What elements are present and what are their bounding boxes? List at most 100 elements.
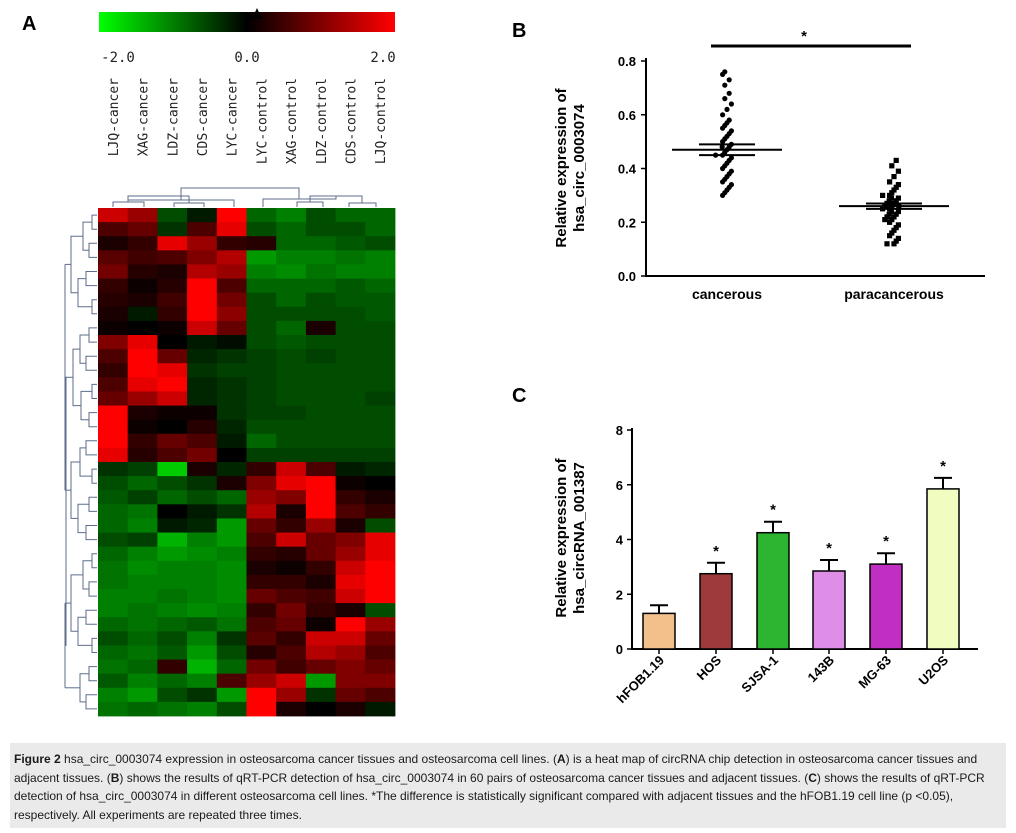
heatmap-cell: [305, 504, 336, 519]
heatmap-cell: [305, 320, 336, 336]
data-point: [720, 165, 726, 172]
heatmap-cell: [216, 589, 247, 604]
data-point: [893, 184, 899, 190]
heatmap-cell: [187, 462, 218, 477]
heatmap-cell: [305, 349, 336, 364]
heatmap-cell: [187, 476, 218, 491]
heatmap-cell: [246, 250, 277, 265]
heatmap-cell: [157, 603, 188, 618]
heatmap-cell: [365, 645, 396, 660]
heatmap-cell: [98, 236, 129, 251]
heatmap-cell: [276, 673, 307, 689]
heatmap-cell: [98, 377, 129, 392]
heatmap-cell: [365, 391, 396, 406]
data-point: [720, 179, 726, 185]
heatmap-cell: [305, 687, 336, 703]
data-point: [895, 182, 901, 188]
data-point: [893, 225, 899, 231]
heatmap-cell: [187, 532, 218, 548]
heatmap-cell: [127, 391, 158, 406]
heatmap-cell: [157, 462, 188, 477]
heatmap-cell: [187, 306, 218, 322]
colorbar-max-label: 2.0: [370, 50, 395, 66]
heatmap-cell: [365, 349, 396, 364]
heatmap-cell: [305, 518, 336, 533]
heatmap-cell: [305, 462, 336, 477]
heatmap-column-labels: LJQ-cancer XAG-cancer LDZ-cancer CDS-cancer…: [107, 78, 389, 164]
heatmap-cell: [305, 574, 336, 590]
heatmap-cell: [98, 363, 129, 378]
heatmap-cell: [335, 405, 366, 421]
data-point: [887, 219, 893, 225]
heatmap-cell: [276, 701, 307, 717]
heatmap-cell: [335, 292, 366, 308]
heatmap-cell: [365, 462, 396, 477]
heatmap-cell: [335, 278, 366, 294]
heatmap-cell: [276, 659, 307, 675]
panel-c-bars: * * * * *: [642, 458, 960, 650]
heatmap-cell: [246, 278, 277, 294]
heatmap-cell: [187, 405, 218, 421]
heatmap-cell: [187, 250, 218, 265]
heatmap-cell: [246, 532, 277, 548]
heatmap-cell: [335, 560, 366, 576]
heatmap-cell: [127, 518, 158, 533]
heatmap-cell: [216, 250, 247, 265]
heatmap-cell: [246, 391, 277, 406]
heatmap-cell: [335, 236, 366, 251]
heatmap-cell: [98, 447, 129, 463]
heatmap-cell: [187, 490, 218, 505]
data-point: [895, 168, 901, 174]
heatmap-cell: [365, 208, 396, 223]
data-point: [893, 198, 899, 204]
heatmap-cell: [305, 306, 336, 322]
row-dendrogram-link: [85, 271, 97, 287]
heatmap-cell: [365, 278, 396, 294]
heatmap-cell: [335, 335, 366, 350]
heatmap-cell: [365, 560, 396, 576]
heatmap-cell: [98, 617, 129, 632]
heatmap-cell: [187, 546, 218, 562]
row-dendrogram-link: [88, 327, 97, 343]
heatmap-cell: [365, 504, 396, 519]
heatmap-cell: [246, 222, 277, 237]
heatmap-cell: [335, 320, 366, 336]
bar: [926, 488, 960, 650]
heatmap-cell: [335, 631, 366, 646]
heatmap-cell: [98, 659, 129, 675]
heatmap-cell: [98, 504, 129, 519]
heatmap-cell: [276, 335, 307, 350]
heatmap-cell: [98, 645, 129, 660]
bar: [642, 612, 676, 650]
colorbar-mid-label: 0.0: [234, 50, 259, 66]
data-point: [720, 71, 726, 77]
heatmap-cell: [127, 476, 158, 491]
heatmap-cell: [335, 546, 366, 562]
heatmap-cell: [276, 560, 307, 576]
heatmap-cell: [187, 419, 218, 435]
panel-b-ylabel-line1: Relative expression of: [553, 87, 570, 247]
heatmap-cell: [305, 433, 336, 449]
heatmap-cell: [216, 532, 247, 548]
heatmap-cell: [157, 363, 188, 378]
heatmap-cell: [335, 589, 366, 604]
heatmap-cell: [246, 236, 277, 251]
heatmap-cell: [216, 349, 247, 364]
row-dendrogram-link: [70, 235, 83, 294]
heatmap-cell: [187, 292, 218, 308]
heatmap-cell: [127, 574, 158, 590]
heatmap-cell: [276, 490, 307, 505]
row-dendrogram-link: [79, 673, 89, 703]
heatmap-cell: [216, 433, 247, 449]
heatmap-cell: [216, 208, 247, 223]
heatmap-cell: [246, 673, 277, 689]
significance-star: *: [883, 533, 889, 550]
heatmap-cell: [157, 532, 188, 548]
heatmap-cell: [276, 574, 307, 590]
heatmap-grid: [98, 208, 396, 717]
heatmap-cell: [276, 631, 307, 646]
heatmap-cell: [276, 532, 307, 548]
data-point: [724, 106, 730, 112]
heatmap-column-label: LYC-control: [255, 78, 270, 164]
caption-ref-b: B: [110, 770, 120, 785]
